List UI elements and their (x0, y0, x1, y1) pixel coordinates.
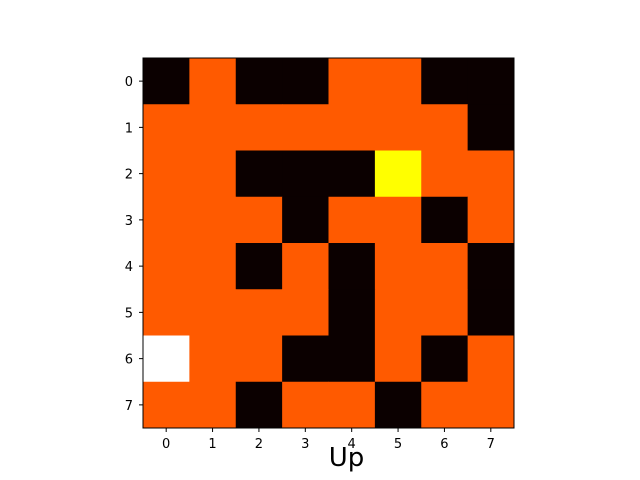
x-tick-label: 4 (348, 437, 356, 452)
y-tick-label: 1 (125, 121, 133, 136)
cell-wall (143, 58, 190, 105)
cell-open (374, 335, 422, 383)
cell-wall (421, 335, 469, 383)
cell-open (374, 104, 422, 151)
cell-open (143, 150, 190, 198)
cell-open (421, 289, 469, 336)
cell-open (235, 289, 283, 336)
cell-wall (235, 58, 283, 105)
cell-open (189, 58, 237, 105)
y-tick-label: 3 (125, 214, 133, 229)
x-tick-label: 7 (487, 437, 495, 452)
cell-open (421, 104, 469, 151)
cell-open (189, 289, 237, 336)
x-tick-label: 6 (440, 437, 448, 452)
cell-wall (235, 150, 283, 198)
cell-wall (282, 58, 329, 105)
cell-goal (374, 150, 422, 198)
cell-wall (421, 196, 469, 244)
cell-agent (143, 335, 190, 383)
cell-open (282, 381, 329, 429)
cell-open (235, 335, 283, 383)
y-tick-label: 4 (125, 260, 133, 275)
cell-wall (328, 335, 376, 383)
cell-open (467, 196, 515, 244)
cell-open (143, 381, 190, 429)
cell-open (467, 150, 515, 198)
cell-wall (467, 243, 515, 290)
cell-open (189, 243, 237, 290)
y-tick-label: 0 (125, 75, 133, 90)
cell-open (189, 104, 237, 151)
cell-wall (235, 381, 283, 429)
cell-wall (328, 243, 376, 290)
cell-open (235, 196, 283, 244)
cell-open (143, 243, 190, 290)
cell-open (143, 196, 190, 244)
cell-open (189, 150, 237, 198)
cell-wall (467, 289, 515, 336)
cell-open (374, 243, 422, 290)
x-tick-label: 5 (394, 437, 402, 452)
cell-open (328, 196, 376, 244)
cell-open (189, 196, 237, 244)
cell-open (143, 289, 190, 336)
cell-wall (328, 150, 376, 198)
cell-open (235, 104, 283, 151)
cell-open (467, 381, 515, 429)
cell-open (328, 104, 376, 151)
axes-frame (142, 57, 515, 429)
cell-open (189, 335, 237, 383)
x-tick-label: 3 (301, 437, 309, 452)
cell-open (189, 381, 237, 429)
cell-open (374, 196, 422, 244)
cell-open (282, 243, 329, 290)
x-tick-label: 1 (208, 437, 216, 452)
cell-wall (282, 196, 329, 244)
y-axis-ticks: 0 1 2 3 4 5 6 7 (125, 75, 143, 414)
cell-open (143, 104, 190, 151)
cell-wall (467, 58, 515, 105)
y-tick-label: 5 (125, 306, 133, 321)
cell-wall (282, 150, 329, 198)
cell-wall (328, 289, 376, 336)
cell-open (374, 289, 422, 336)
heatmap-cells (143, 58, 515, 429)
cell-wall (235, 243, 283, 290)
y-tick-label: 6 (125, 353, 133, 368)
y-tick-label: 7 (125, 399, 133, 414)
cell-open (421, 243, 469, 290)
cell-open (282, 289, 329, 336)
cell-open (328, 58, 376, 105)
cell-open (421, 381, 469, 429)
cell-wall (467, 104, 515, 151)
cell-wall (374, 381, 422, 429)
x-axis-label: Up (329, 443, 365, 473)
cell-wall (421, 58, 469, 105)
y-tick-label: 2 (125, 168, 133, 183)
cell-wall (282, 335, 329, 383)
x-axis-ticks: 0 1 2 3 4 5 6 7 (162, 428, 495, 452)
x-tick-label: 0 (162, 437, 170, 452)
cell-open (421, 150, 469, 198)
cell-open (374, 58, 422, 105)
cell-open (328, 381, 376, 429)
cell-open (467, 335, 515, 383)
cell-open (282, 104, 329, 151)
x-tick-label: 2 (255, 437, 263, 452)
